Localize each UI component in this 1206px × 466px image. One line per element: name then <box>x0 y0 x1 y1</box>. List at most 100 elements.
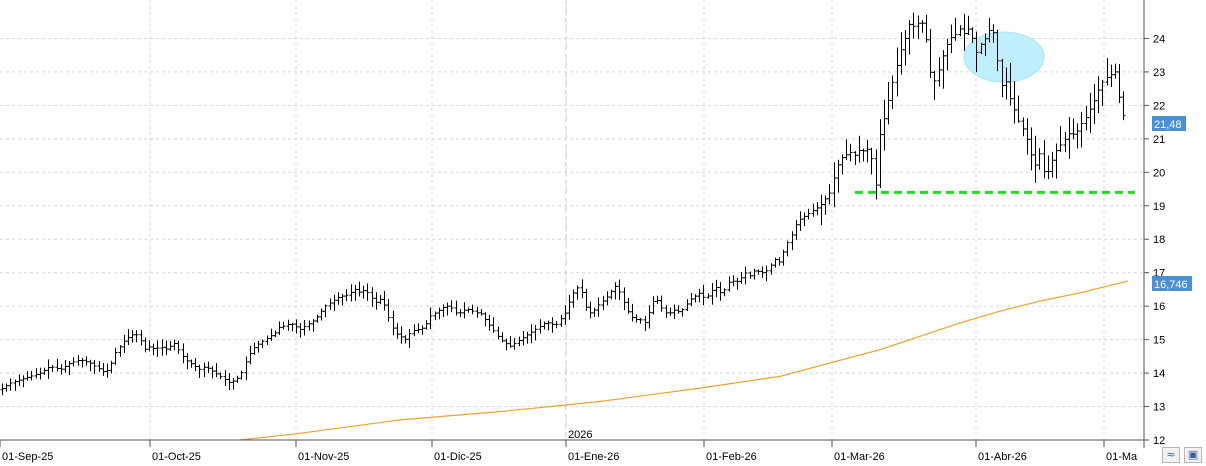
ohlc-bar <box>735 277 740 290</box>
ohlc-bar <box>622 287 627 311</box>
ohlc-bar <box>739 272 744 284</box>
ohlc-bar <box>311 319 316 332</box>
ohlc-bar <box>34 368 39 379</box>
ohlc-bar <box>563 305 568 325</box>
ohlc-bar <box>1117 63 1122 104</box>
x-tick-label: 01-Abr-26 <box>978 451 1027 463</box>
ohlc-bar <box>966 15 971 35</box>
ohlc-bar <box>979 42 984 55</box>
save-icon[interactable]: ▣ <box>1184 447 1202 463</box>
ohlc-bar <box>827 184 832 205</box>
moving-average-badge: 16,746 <box>1152 276 1192 291</box>
ohlc-bar <box>907 19 912 55</box>
ohlc-bar <box>466 307 471 313</box>
ohlc-bar <box>206 361 211 374</box>
x-tick-label: 01-Oct-25 <box>152 451 201 463</box>
ohlc-bar <box>848 143 853 162</box>
ohlc-bar <box>895 47 900 97</box>
ohlc-bar <box>844 139 849 161</box>
ohlc-bar <box>508 336 513 348</box>
ohlc-bar <box>265 335 270 345</box>
ohlc-bar <box>185 353 190 370</box>
ohlc-bar <box>1050 151 1055 178</box>
ohlc-bar <box>886 81 891 125</box>
ohlc-bar <box>575 285 580 300</box>
ohlc-bar <box>1054 143 1059 179</box>
ohlc-bar <box>399 326 404 344</box>
ohlc-bar <box>991 24 996 43</box>
ohlc-bar <box>521 331 526 346</box>
ohlc-bar <box>63 360 68 373</box>
ohlc-bar <box>718 281 723 301</box>
ohlc-bar <box>748 271 753 279</box>
ohlc-bar <box>218 372 223 380</box>
ohlc-bar <box>491 317 496 333</box>
ohlc-bar <box>4 383 9 392</box>
ohlc-bar <box>727 276 732 292</box>
ohlc-bar <box>651 296 656 315</box>
ohlc-bar <box>1063 132 1068 153</box>
ohlc-bar <box>252 342 257 356</box>
ohlc-bar <box>353 284 358 301</box>
ohlc-bar <box>256 340 261 353</box>
ohlc-bar <box>815 202 820 216</box>
y-tick-label: 13 <box>1153 402 1165 414</box>
ohlc-bar <box>878 119 883 189</box>
x-tick-label: 01-Nov-25 <box>298 451 349 463</box>
ohlc-bar <box>533 325 538 341</box>
ohlc-bar <box>286 319 291 331</box>
ohlc-bar <box>441 304 446 318</box>
ohlc-bar <box>445 302 450 316</box>
ohlc-bar <box>596 297 601 317</box>
ohlc-bar <box>407 328 412 348</box>
ohlc-bar <box>143 337 148 353</box>
ohlc-bar <box>42 367 47 375</box>
ohlc-bar <box>244 356 249 381</box>
ohlc-bar <box>819 194 824 226</box>
ohlc-bar <box>525 331 530 344</box>
ohlc-bar <box>25 371 30 381</box>
ohlc-bar <box>382 290 387 311</box>
ohlc-bar <box>315 314 320 323</box>
ohlc-bar <box>470 304 475 315</box>
ohlc-bar <box>164 340 169 356</box>
ohlc-bar <box>592 307 597 318</box>
scale-toggle-button[interactable]: ≈ <box>1162 447 1180 463</box>
y-tick-label: 20 <box>1153 167 1165 179</box>
ohlc-bar <box>374 292 379 310</box>
y-tick-label: 15 <box>1153 335 1165 347</box>
ohlc-bar <box>496 326 501 340</box>
ohlc-bar <box>370 287 375 307</box>
ohlc-bars <box>0 12 1126 396</box>
ohlc-bar <box>953 17 958 41</box>
ohlc-bar <box>126 329 131 345</box>
ohlc-bar <box>298 323 303 338</box>
moving-average-line <box>239 280 1129 441</box>
x-tick-label: 01-Sep-25 <box>2 451 53 463</box>
ohlc-bar <box>613 282 618 300</box>
ohlc-bar <box>155 340 160 357</box>
ohlc-bar <box>197 364 202 378</box>
x-tick-label: 01-Dic-25 <box>434 451 482 463</box>
ohlc-bar <box>664 304 669 319</box>
ohlc-bar <box>504 338 509 351</box>
ohlc-bar <box>424 320 429 330</box>
ohlc-bar <box>307 320 312 331</box>
ohlc-bar <box>1079 111 1084 148</box>
ohlc-bar <box>80 357 85 368</box>
x-axis-ticks: 01-Sep-25 01-Oct-25 01-Nov-25 01-Dic-25 01-E… <box>0 440 1138 463</box>
ohlc-bar <box>76 355 81 366</box>
ohlc-bar <box>928 28 933 79</box>
ohlc-bar <box>550 317 555 333</box>
ohlc-bar <box>1096 76 1101 113</box>
ohlc-bar <box>428 307 433 329</box>
ohlc-bar <box>722 288 727 297</box>
y-tick-label: 24 <box>1153 33 1165 45</box>
ohlc-bar <box>202 362 207 378</box>
ohlc-bar <box>794 220 799 241</box>
ohlc-bar <box>840 154 845 175</box>
ohlc-bar <box>605 291 610 306</box>
ohlc-bar <box>588 301 593 319</box>
ohlc-bar <box>386 298 391 322</box>
y-tick-label: 22 <box>1153 100 1165 112</box>
